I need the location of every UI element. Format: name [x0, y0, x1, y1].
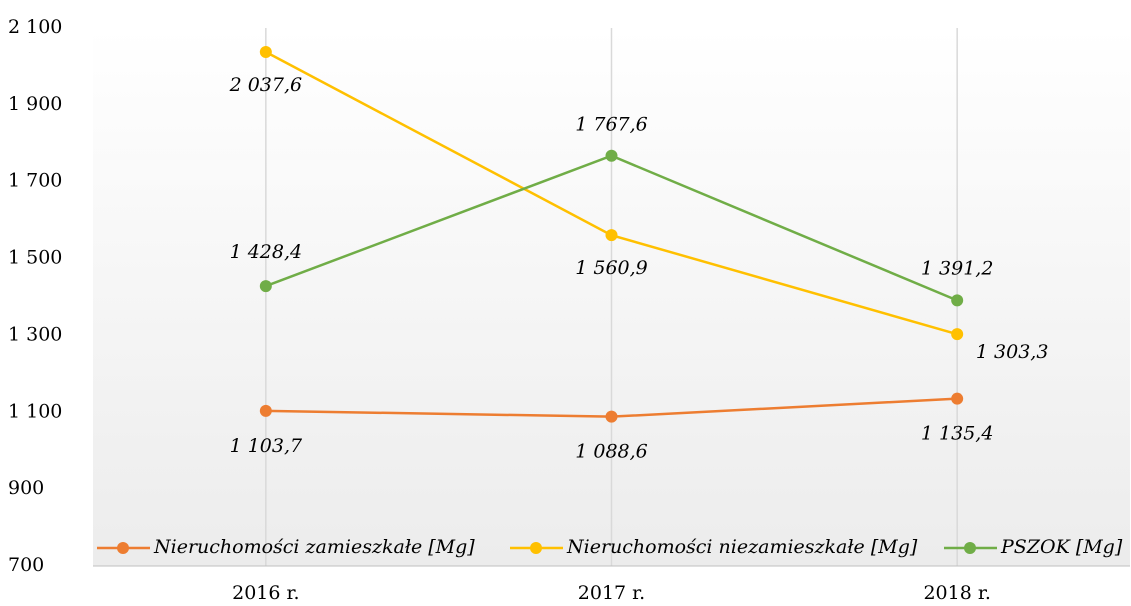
- point: [605, 149, 618, 162]
- x-tick-label: 2017 r.: [578, 582, 645, 604]
- data-label: 1 767,6: [575, 114, 648, 136]
- y-tick-label: 700: [8, 554, 44, 576]
- data-label: 1 088,6: [575, 441, 648, 463]
- data-label: 1 428,4: [230, 241, 303, 263]
- legend-label: Nieruchomości niezamieszkałe [Mg]: [566, 536, 918, 558]
- y-tick-label: 1 700: [8, 170, 62, 192]
- legend-label: Nieruchomości zamieszkałe [Mg]: [153, 536, 475, 558]
- y-tick-label: 900: [8, 477, 44, 499]
- data-label: 2 037,6: [229, 74, 303, 96]
- legend-marker: [964, 542, 976, 554]
- legend-marker: [117, 542, 129, 554]
- data-label: 1 391,2: [921, 257, 994, 279]
- x-tick-label: 2018 r.: [923, 582, 990, 604]
- point: [951, 392, 964, 405]
- y-tick-label: 1 500: [8, 247, 62, 269]
- data-label: 1 560,9: [575, 257, 648, 279]
- y-tick-label: 1 900: [8, 93, 62, 115]
- legend-marker: [530, 542, 542, 554]
- data-label: 1 303,3: [976, 341, 1049, 363]
- x-tick-label: 2016 r.: [232, 582, 299, 604]
- point: [605, 410, 618, 423]
- data-label: 1 103,7: [230, 435, 303, 457]
- y-tick-label: 2 100: [8, 16, 62, 38]
- data-label: 1 135,4: [921, 423, 994, 445]
- y-tick-label: 1 300: [8, 323, 62, 345]
- point: [605, 229, 618, 242]
- point: [259, 45, 272, 58]
- point: [951, 294, 964, 307]
- legend-label: PSZOK [Mg]: [1000, 536, 1123, 558]
- y-tick-label: 1 100: [8, 400, 62, 422]
- point: [259, 280, 272, 293]
- point: [259, 404, 272, 417]
- point: [951, 328, 964, 341]
